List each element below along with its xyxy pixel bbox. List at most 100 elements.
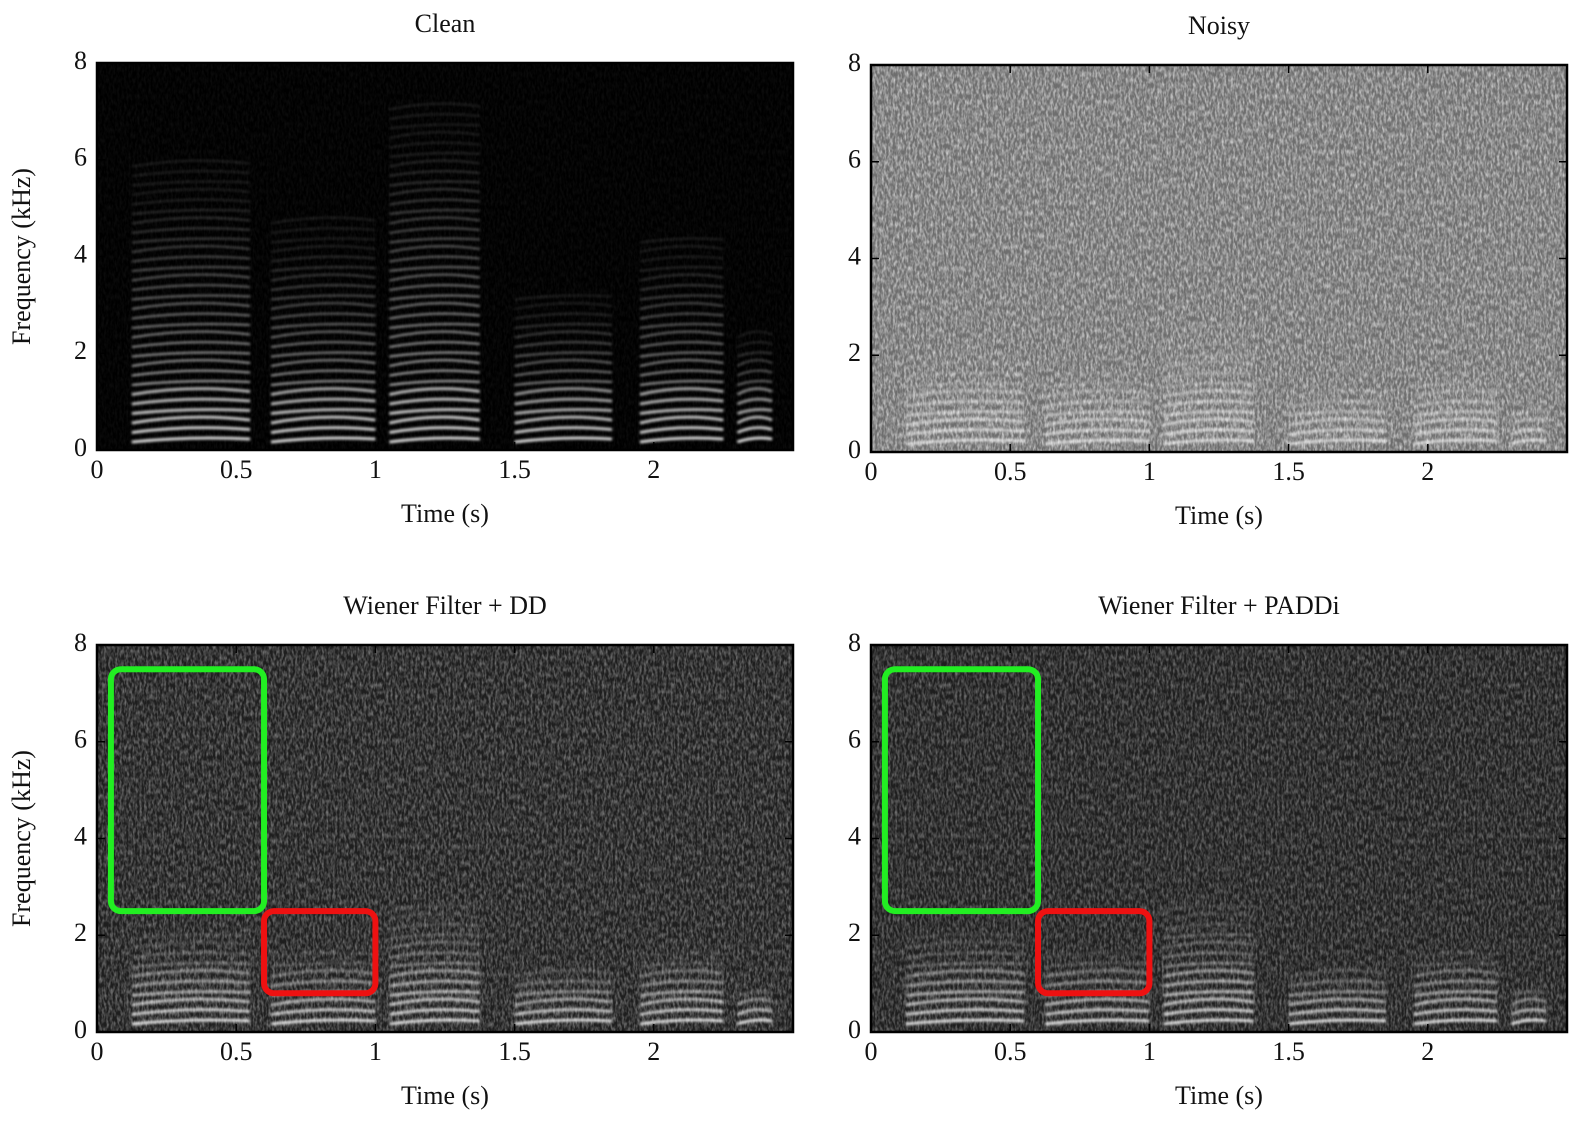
harmonic [1163,410,1254,417]
harmonic [736,990,773,997]
harmonic [1162,389,1255,398]
x-tick-label: 1 [1143,1037,1156,1066]
y-tick-label: 4 [74,821,87,850]
harmonic [1163,382,1254,388]
harmonic [1163,990,1254,997]
harmonic [514,312,613,320]
harmonic [131,1008,251,1016]
harmonic [1162,997,1255,1007]
harmonic [1413,438,1498,446]
harmonic [736,1018,773,1026]
chart-title: Clean [415,9,476,38]
harmonic [131,387,251,396]
harmonic [270,397,376,406]
harmonic [905,990,1025,997]
harmonic [905,933,1025,940]
harmonic [639,397,724,406]
harmonic [131,415,251,425]
harmonic [1413,382,1498,388]
x-tick-label: 0 [865,1037,878,1066]
harmonic [270,245,376,253]
harmonic [1413,979,1498,988]
harmonic [131,180,251,187]
harmonic [131,351,251,358]
harmonic [1163,1008,1254,1016]
harmonic [1413,962,1498,968]
harmonic [1163,905,1254,911]
harmonic [131,397,251,406]
harmonic [905,399,1025,408]
harmonic [1044,382,1150,388]
harmonic [736,330,773,339]
harmonic [1163,343,1254,350]
harmonic [1510,428,1547,436]
harmonic [514,302,613,310]
harmonic [514,397,613,406]
harmonic [639,237,724,244]
x-tick-label: 0.5 [220,1037,253,1066]
harmonic [1044,969,1150,978]
harmonic [736,387,773,396]
harmonic [389,380,480,386]
harmonic [270,330,376,339]
harmonic [1044,438,1150,446]
harmonic [1510,997,1547,1007]
harmonic [1413,417,1498,427]
harmonic [514,426,613,434]
harmonic [1044,962,1150,968]
harmonic [514,341,613,348]
harmonic [389,990,480,997]
harmonic [639,273,724,282]
y-tick-label: 6 [74,725,87,754]
harmonic [905,371,1025,379]
harmonic [514,415,613,425]
y-axis-label: Frequency (kHz) [7,750,36,927]
harmonic [905,1008,1025,1016]
x-axis-label: Time (s) [401,499,489,528]
harmonic [389,923,480,930]
harmonic [639,436,724,444]
harmonic [270,962,376,968]
harmonic [639,359,724,367]
harmonic [1044,951,1150,959]
harmonic [514,436,613,444]
harmonic [1413,428,1498,436]
harmonic [905,979,1025,988]
speech-harmonics [905,905,1547,1026]
harmonic [389,1008,480,1016]
y-tick-label: 2 [74,336,87,365]
highlight-box [881,666,1042,915]
harmonic [905,428,1025,436]
harmonic [1288,438,1387,446]
harmonic [270,237,376,244]
harmonic [270,387,376,396]
harmonic [1288,399,1387,408]
harmonic [905,410,1025,417]
harmonic [270,341,376,348]
harmonic [514,369,613,377]
highlight-box [1035,908,1153,997]
harmonic [270,323,376,329]
harmonic [270,216,376,225]
harmonic [270,997,376,1007]
harmonic [389,227,480,234]
harmonic [1288,428,1387,436]
harmonic [1288,1008,1387,1016]
panel: 0 0.5 1 1.5 2 0 2 4 6 8 Wiener Filter + DD Time (s)… [7,591,795,1110]
harmonic [1163,353,1254,360]
harmonic [389,951,480,959]
harmonic [514,1018,613,1026]
y-tick-label: 4 [848,821,861,850]
harmonic [1163,438,1254,446]
harmonic [1044,1018,1150,1026]
harmonic [131,408,251,415]
harmonic [1413,990,1498,997]
harmonic [270,302,376,310]
harmonic [131,426,251,434]
harmonic [131,302,251,310]
harmonic [1163,979,1254,988]
harmonic [1163,332,1254,341]
x-tick-label: 2 [1421,457,1434,486]
harmonic [639,323,724,329]
